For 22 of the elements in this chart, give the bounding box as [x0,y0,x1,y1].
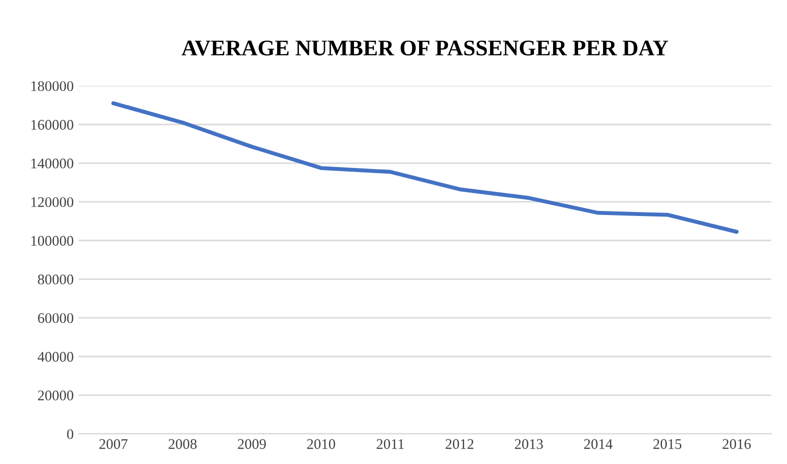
line-series [111,101,739,234]
chart-title: AVERAGE NUMBER OF PASSENGER PER DAY [182,40,668,56]
x-tick-label: 2009 [238,439,266,449]
x-tick-label: 2011 [376,439,404,449]
y-tick-label: 180000 [31,81,74,92]
x-tick-label: 2010 [307,439,336,449]
x-tick-label: 2007 [99,439,128,449]
y-tick-label: 60000 [38,313,74,324]
y-tick-label: 80000 [38,274,74,284]
y-tick-label: 120000 [31,197,74,208]
y-tick-label: 160000 [31,120,74,130]
x-tick-label: 2014 [584,439,612,449]
x-tick-label: 2008 [168,439,197,449]
x-tick-label: 2012 [446,439,474,449]
y-tick-label: 100000 [31,236,74,246]
x-tick-label: 2016 [722,439,751,449]
y-tick-label: 0 [67,429,74,440]
y-tick-label: 40000 [38,352,74,362]
y-tick-label: 140000 [31,158,74,168]
y-tick-label: 20000 [38,390,74,400]
x-tick-label: 2013 [514,439,543,449]
x-tick-label: 2015 [653,439,682,449]
